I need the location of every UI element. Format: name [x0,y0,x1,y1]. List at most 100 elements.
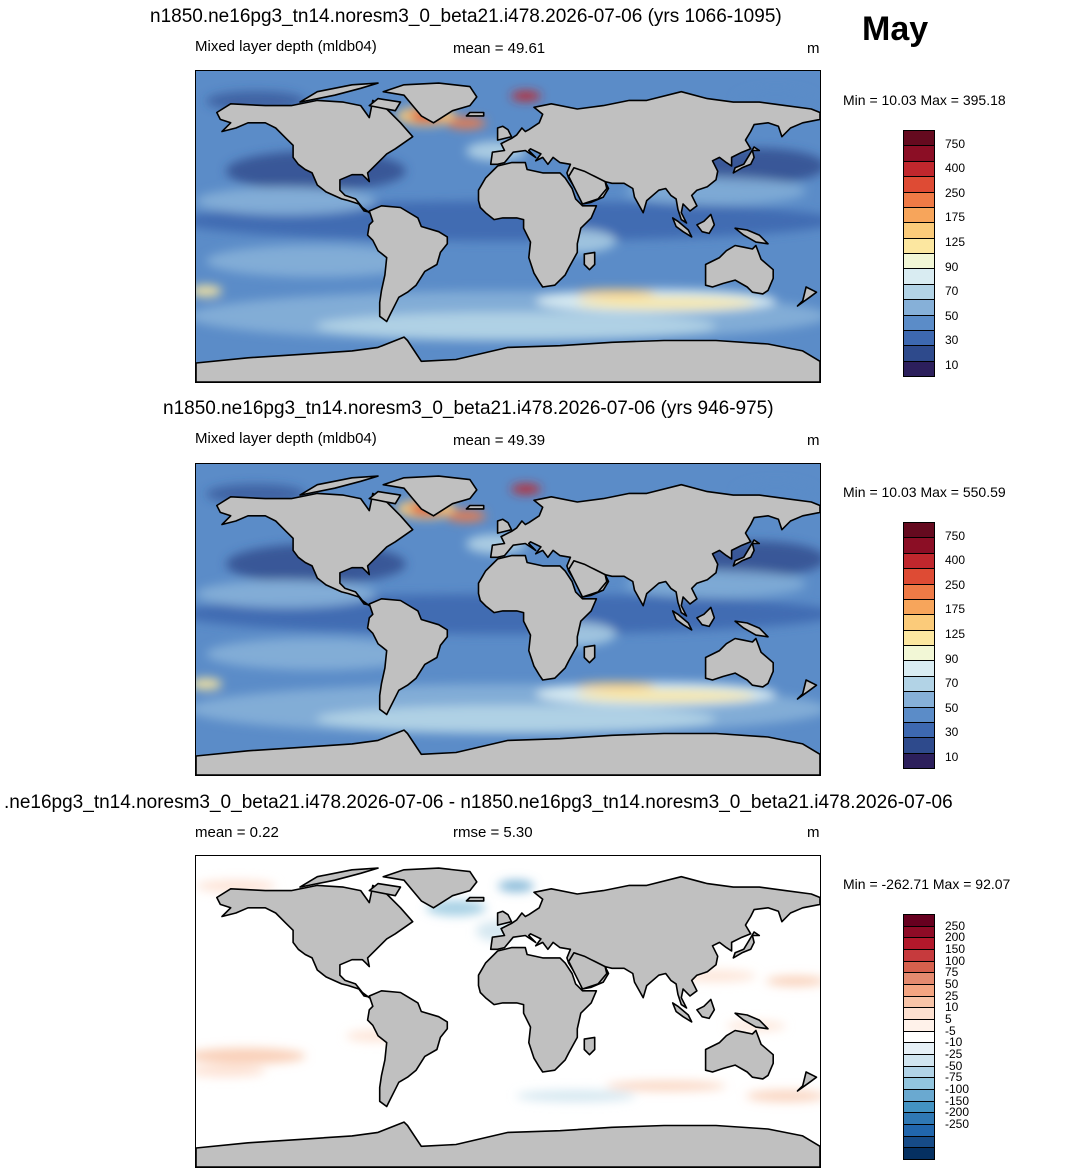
colorbar-tick-label: 75 [945,965,959,980]
colorbar-tick-label: 50 [945,700,959,715]
colorbar-swatch [903,253,935,270]
land-polygon [366,598,449,716]
land-polygon [368,882,402,897]
panel3-map [186,855,826,1168]
colorbar-tick-label: 125 [945,235,966,249]
land-polygon [477,946,598,1073]
panel1-units-label: m [807,40,820,57]
colorbar-tick-label: -25 [945,1047,963,1061]
colorbar-tick-label: 10 [945,1000,959,1015]
colorbar-swatch [903,160,935,178]
colorbar-tick-label: 400 [945,161,966,176]
colorbar-tick-label: -100 [945,1082,970,1096]
colorbar-swatch [903,645,935,662]
land-polygon [496,125,513,141]
land-polygon [732,539,761,567]
land-polygon [704,637,775,688]
colorbar-tick-label: 250 [945,185,966,200]
panel3-title: .ne16pg3_tn14.noresm3_0_beta21.i478.2026… [4,792,953,813]
colorbar-tick-label: -250 [945,1117,970,1131]
panel3-units-label: m [807,824,820,841]
colorbar-tick-label: -150 [945,1093,970,1108]
land-polygon [465,896,485,902]
colorbar-swatch [903,598,935,616]
colorbar-tick-label: 90 [945,259,959,274]
colorbar-swatch [903,583,935,600]
colorbar-tick-label: 25 [945,988,959,1003]
land-polygon [734,620,769,638]
colorbar-swatch [903,706,935,723]
panel1-mean-label: mean = 49.61 [453,40,546,57]
colorbar-tick-label: 750 [945,136,966,151]
land-polygon [195,1121,821,1168]
colorbar-tick-label: -50 [945,1058,963,1073]
colorbar-tick-label: 50 [945,308,959,323]
land-polygon [583,1036,596,1056]
land-polygon [489,90,821,224]
mixed-layer-field [178,89,838,341]
colorbar-tick-label: 90 [945,651,959,666]
panel1-map [178,70,838,383]
colorbar-swatch [903,614,935,631]
colorbar-tick-label: -200 [945,1105,970,1120]
land-polygon [732,146,761,174]
land-polygon [195,336,821,383]
colorbar-tick-label: 70 [945,676,959,691]
colorbar-swatch [903,752,935,769]
land-polygon [477,554,598,681]
colorbar-swatch [903,1147,935,1160]
colorbar-tick-label: 150 [945,942,966,956]
colorbar-swatch [903,737,935,754]
colorbar-swatch [903,345,935,362]
land-polygon [489,483,821,617]
colorbar-tick-label: -5 [945,1023,956,1038]
colorbar-tick-label: 10 [945,750,959,764]
land-polygon [796,679,818,700]
colorbar-swatch [903,675,935,693]
colorbar-swatch [903,660,935,677]
land-polygon [368,490,402,505]
panel2-variable-label: Mixed layer depth (mldb04) [195,430,377,447]
colorbar-swatch [903,145,935,162]
land-polygon [299,475,379,496]
land-polygon [696,998,716,1020]
colorbar-swatch [903,552,935,570]
colorbar-swatch [903,522,935,539]
land-polygon [465,504,485,510]
colorbar-swatch [903,283,935,301]
land-polygon [671,610,693,631]
land-polygon [796,1071,818,1092]
colorbar-tick-label: 200 [945,930,966,945]
land-polygon [195,729,821,776]
colorbar-tick-label: 50 [945,977,959,991]
colorbar-tick-label: 70 [945,284,959,299]
colorbar-swatch [903,691,935,708]
panel2-units-label: m [807,432,820,449]
colorbar-swatch [903,191,935,208]
land-polygon [489,875,821,1009]
colorbar-tick-label: 30 [945,333,959,348]
land-polygon [583,251,596,271]
colorbar-swatch [903,237,935,254]
land-polygon [299,867,379,888]
colorbar-swatch [903,176,935,193]
panel2-mean-label: mean = 49.39 [453,432,546,449]
colorbar-swatch [903,268,935,285]
land-polygon [671,217,693,238]
land-polygon [734,1012,769,1030]
panel2-minmax-label: Min = 10.03 Max = 550.59 [843,484,1006,500]
land-polygon [567,560,608,598]
colorbar-tick-label: 400 [945,553,966,568]
colorbar-tick-label: 250 [945,577,966,592]
colorbar-tick-label: 30 [945,725,959,740]
colorbar-swatch [903,721,935,739]
land-polygon [477,161,598,288]
land-polygon [465,111,485,117]
land-polygon [382,867,478,909]
land-polygon [704,1029,775,1080]
colorbar-tick-label: 100 [945,953,966,968]
colorbar-swatch [903,206,935,224]
land-polygon [366,990,449,1108]
land-polygon [366,205,449,323]
colorbar-tick-label: 5 [945,1012,952,1026]
